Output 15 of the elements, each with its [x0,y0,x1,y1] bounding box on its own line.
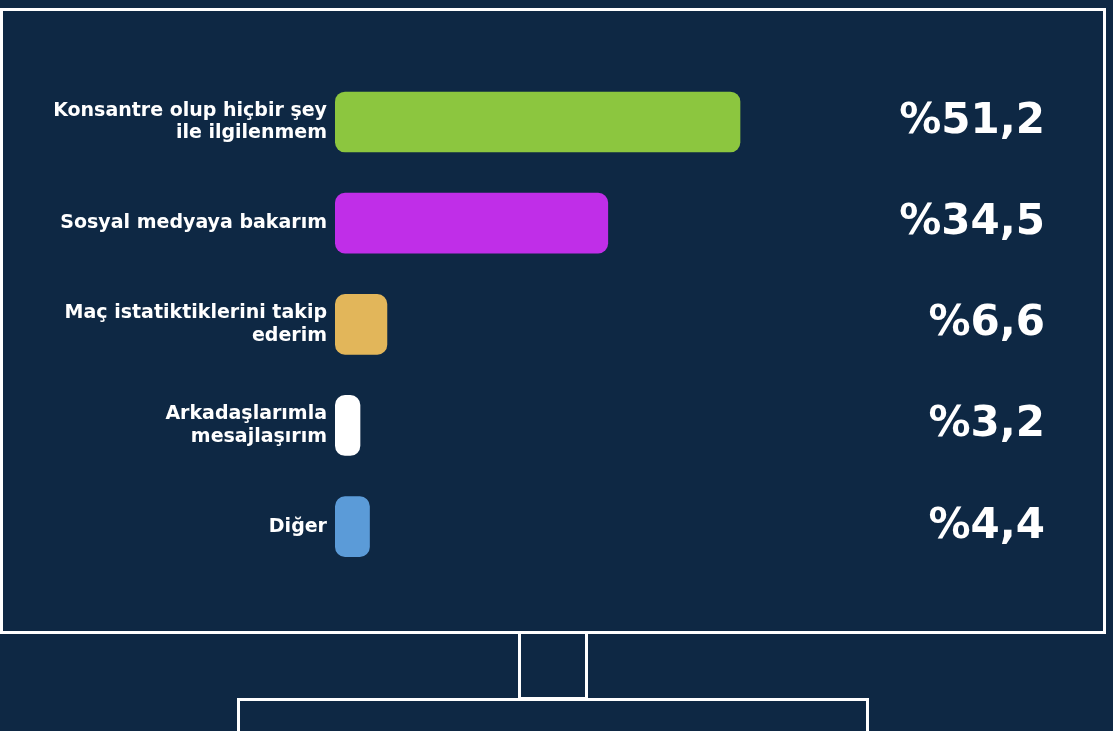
data-label: %3,2 [928,397,1045,447]
y-tick-label: Maç istatiktiklerini takip ederim [64,299,327,345]
data-label: %4,4 [928,498,1045,548]
y-tick-label: Diğer [268,513,328,536]
y-tick-label: Konsantre olup hiçbir şey ile ilgilenmem [53,97,328,143]
data-label: %51,2 [899,93,1045,143]
data-label: %6,6 [928,296,1045,346]
bar [335,395,361,456]
bar [335,192,609,254]
y-tick-label: Arkadaşlarımla mesajlaşırım [165,401,327,446]
y-tick-label: Sosyal medyaya bakarım [60,210,327,233]
data-label: %34,5 [899,195,1045,245]
bar [335,293,388,355]
bar [335,91,741,153]
bar [335,496,370,557]
